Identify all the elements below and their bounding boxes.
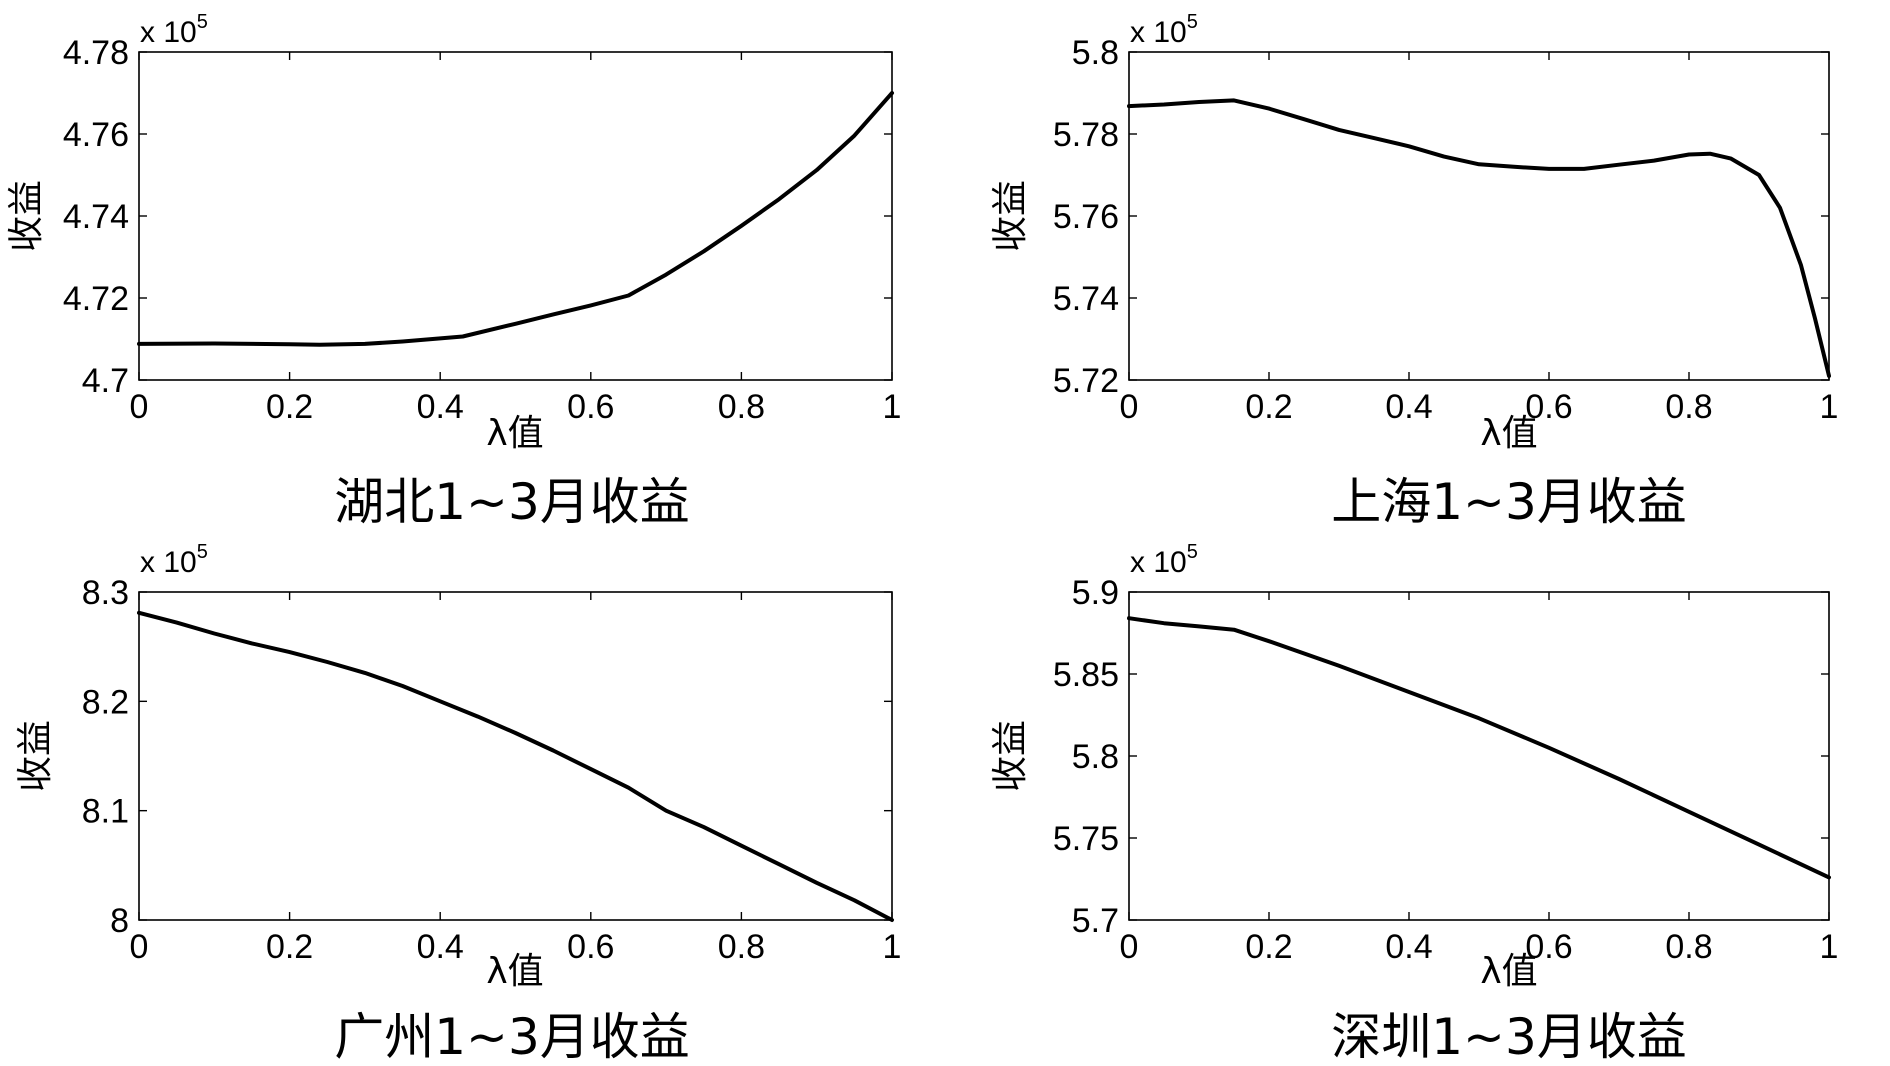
series-line xyxy=(137,91,894,347)
x-axis-ticks: 0 0.2 0.4 0.6 0.8 1 xyxy=(1120,592,1839,966)
x-tick-label: 0.6 xyxy=(567,388,614,426)
chart-panel-hubei: 4.7 4.72 4.74 4.76 4.78 0 0.2 0.4 0.6 0.8 1 x 105… xyxy=(0,0,945,533)
x-axis-label: λ值 xyxy=(486,413,543,454)
x-axis-label: λ值 xyxy=(486,951,543,992)
x-tick-label: 0 xyxy=(1120,388,1139,426)
y-tick-label: 5.7 xyxy=(1072,902,1119,940)
y-tick-label: 8 xyxy=(110,902,129,940)
y-tick-label: 4.78 xyxy=(63,34,129,72)
y-exponent-label: x 105 xyxy=(1130,11,1198,49)
x-tick-label: 0.2 xyxy=(1245,388,1292,426)
x-axis-label: λ值 xyxy=(1480,413,1537,454)
y-axis-ticks: 5.7 5.75 5.8 5.85 5.9 xyxy=(1053,574,1829,940)
y-tick-label: 8.3 xyxy=(82,574,129,612)
plot-area xyxy=(1128,51,1830,381)
y-exponent-power: 5 xyxy=(197,11,208,33)
y-exponent-power: 5 xyxy=(1187,541,1198,563)
y-tick-label: 5.85 xyxy=(1053,656,1119,694)
x-axis-label: λ值 xyxy=(1480,951,1537,992)
y-axis-ticks: 8 8.1 8.2 8.3 xyxy=(82,574,892,940)
chart-title: 深圳1~3月收益 xyxy=(1331,1008,1687,1066)
y-tick-label: 5.74 xyxy=(1053,280,1119,318)
chart-svg-shanghai: 5.72 5.74 5.76 5.78 5.8 0 0.2 0.4 0.6 0.8 1 x 105… xyxy=(990,11,1839,531)
y-tick-label: 8.1 xyxy=(82,793,129,831)
x-tick-label: 0.6 xyxy=(1525,928,1572,966)
x-tick-label: 0.6 xyxy=(1525,388,1572,426)
series-line xyxy=(1127,98,1831,378)
chart-panel-shenzhen: 5.7 5.75 5.8 5.85 5.9 0 0.2 0.4 0.6 0.8 1 x 105 收… xyxy=(945,533,1890,1066)
series-line xyxy=(1127,616,1831,880)
plot-area xyxy=(138,51,893,381)
x-tick-label: 0.4 xyxy=(1385,388,1432,426)
y-tick-label: 4.72 xyxy=(63,280,129,318)
y-exponent-base: x 10 xyxy=(140,16,197,49)
chart-title: 湖北1~3月收益 xyxy=(334,473,690,531)
x-tick-label: 1 xyxy=(883,928,902,966)
plot-area xyxy=(1128,591,1830,921)
x-axis-ticks: 0 0.2 0.4 0.6 0.8 1 xyxy=(1120,52,1839,426)
y-exponent-label: x 105 xyxy=(140,11,208,49)
x-tick-label: 1 xyxy=(1820,928,1839,966)
x-tick-label: 1 xyxy=(1820,388,1839,426)
y-exponent-label: x 105 xyxy=(1130,541,1198,579)
y-axis-label: 收益 xyxy=(990,720,1031,792)
x-tick-label: 0 xyxy=(130,928,149,966)
chart-panel-shanghai: 5.72 5.74 5.76 5.78 5.8 0 0.2 0.4 0.6 0.8 1 x 105… xyxy=(945,0,1890,533)
y-axis-label: 收益 xyxy=(15,720,56,792)
x-tick-label: 0 xyxy=(130,388,149,426)
chart-svg-guangzhou: 8 8.1 8.2 8.3 0 0.2 0.4 0.6 0.8 1 x 105 收益 λ值 广州… xyxy=(15,541,902,1066)
y-axis-ticks: 5.72 5.74 5.76 5.78 5.8 xyxy=(1053,34,1829,400)
y-exponent-base: x 10 xyxy=(140,546,197,579)
chart-title: 上海1~3月收益 xyxy=(1331,473,1687,531)
y-tick-label: 5.75 xyxy=(1053,820,1119,858)
y-tick-label: 5.78 xyxy=(1053,116,1119,154)
y-axis-label: 收益 xyxy=(6,180,47,252)
y-tick-label: 4.7 xyxy=(82,362,129,400)
plot-area xyxy=(138,591,893,921)
x-tick-label: 0.4 xyxy=(417,928,464,966)
x-tick-label: 0.2 xyxy=(266,928,313,966)
y-tick-label: 4.76 xyxy=(63,116,129,154)
y-axis-label: 收益 xyxy=(990,180,1031,252)
y-exponent-base: x 10 xyxy=(1130,546,1187,579)
y-tick-label: 5.76 xyxy=(1053,198,1119,236)
y-exponent-base: x 10 xyxy=(1130,16,1187,49)
chart-svg-hubei: 4.7 4.72 4.74 4.76 4.78 0 0.2 0.4 0.6 0.8 1 x 105… xyxy=(6,11,902,531)
y-tick-label: 5.8 xyxy=(1072,738,1119,776)
y-tick-label: 4.74 xyxy=(63,198,129,236)
y-tick-label: 5.9 xyxy=(1072,574,1119,612)
x-tick-label: 0.8 xyxy=(718,928,765,966)
x-tick-label: 0.8 xyxy=(1665,388,1712,426)
x-tick-label: 0.4 xyxy=(1385,928,1432,966)
x-tick-label: 0.4 xyxy=(417,388,464,426)
x-tick-label: 0.6 xyxy=(567,928,614,966)
chart-panel-guangzhou: 8 8.1 8.2 8.3 0 0.2 0.4 0.6 0.8 1 x 105 收益 λ值 广州… xyxy=(0,533,945,1066)
x-tick-label: 0.8 xyxy=(1665,928,1712,966)
y-tick-label: 5.8 xyxy=(1072,34,1119,72)
x-tick-label: 1 xyxy=(883,388,902,426)
y-tick-label: 5.72 xyxy=(1053,362,1119,400)
y-exponent-label: x 105 xyxy=(140,541,208,579)
chart-svg-shenzhen: 5.7 5.75 5.8 5.85 5.9 0 0.2 0.4 0.6 0.8 1 x 105 收… xyxy=(990,541,1839,1066)
x-tick-label: 0.8 xyxy=(718,388,765,426)
series-line xyxy=(137,610,894,922)
x-tick-label: 0.2 xyxy=(266,388,313,426)
chart-title: 广州1~3月收益 xyxy=(334,1008,690,1066)
x-tick-label: 0.2 xyxy=(1245,928,1292,966)
x-axis-ticks: 0 0.2 0.4 0.6 0.8 1 xyxy=(130,52,902,426)
x-axis-ticks: 0 0.2 0.4 0.6 0.8 1 xyxy=(130,592,902,966)
y-tick-label: 8.2 xyxy=(82,683,129,721)
y-exponent-power: 5 xyxy=(197,541,208,563)
y-exponent-power: 5 xyxy=(1187,11,1198,33)
y-axis-ticks: 4.7 4.72 4.74 4.76 4.78 xyxy=(63,34,892,400)
x-tick-label: 0 xyxy=(1120,928,1139,966)
